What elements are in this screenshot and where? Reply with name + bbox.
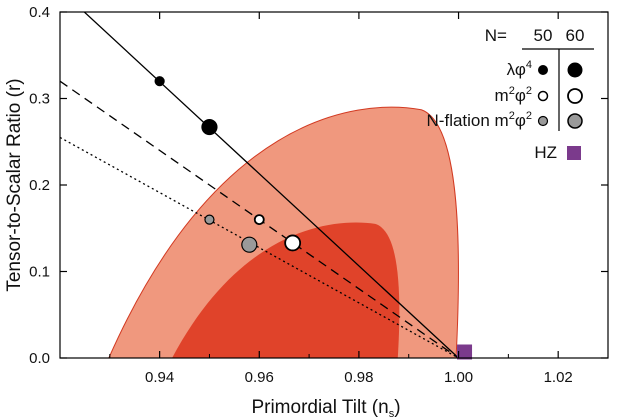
legend-marker-m2-phi2-60: [567, 88, 583, 104]
y-tick-label: 0.2: [29, 177, 50, 194]
point-nflation-N50: [204, 214, 215, 225]
line-N-flation: [60, 136, 459, 358]
line-lambda-phi4: [83, 12, 459, 358]
legend-marker-nflation-50: [537, 115, 549, 127]
y-tick-label: 0.0: [29, 350, 50, 367]
x-tick-label: 0.94: [145, 369, 174, 386]
model-points: [154, 76, 473, 360]
x-tick-label: 1.02: [544, 369, 573, 386]
legend-marker-lambda-phi4-60: [567, 62, 583, 78]
point-lambda_phi4-N50: [154, 76, 165, 87]
x-axis-label: Primordial Tilt (ns): [251, 397, 400, 420]
y-axis-label: Tensor-to-Scalar Ratio (r): [4, 78, 25, 291]
legend-col-50: 50: [534, 26, 553, 45]
confidence-region-68pct: [172, 222, 400, 358]
x-tick-label: 0.98: [344, 369, 373, 386]
legend-n-label: N=: [485, 26, 507, 45]
legend-label-nflation: N-flation m2φ2: [427, 110, 532, 130]
axis-ticks: 0.94 0.96 0.98 1.00 1.02 0.0 0.1 0.2 0.3 0.4: [29, 4, 608, 386]
legend-marker-hz: [567, 146, 581, 160]
legend-col-60: 60: [566, 26, 585, 45]
legend-label-lambda-phi4: λφ4: [507, 59, 532, 79]
y-tick-label: 0.1: [29, 264, 50, 281]
point-hz: [457, 344, 473, 360]
legend-marker-lambda-phi4-50: [538, 65, 548, 75]
legend-label-hz: HZ: [534, 143, 557, 162]
confidence-regions: [108, 106, 459, 358]
x-tick-label: 1.00: [444, 369, 473, 386]
legend-label-m2-phi2: m2φ2: [495, 85, 532, 105]
legend-marker-m2-phi2-50: [537, 90, 549, 102]
point-lambda_phi4-N60: [201, 118, 218, 136]
legend: N= 50 60 λφ4 m2φ2 N-flation m2φ2 HZ: [427, 26, 594, 162]
legend-marker-nflation-60: [567, 113, 583, 129]
point-m2_phi2-N60: [284, 234, 302, 252]
y-tick-label: 0.4: [29, 4, 50, 21]
x-tick-label: 0.96: [245, 369, 274, 386]
point-nflation-N60: [241, 236, 258, 253]
point-m2_phi2-N50: [253, 214, 265, 226]
y-tick-label: 0.3: [29, 91, 50, 108]
